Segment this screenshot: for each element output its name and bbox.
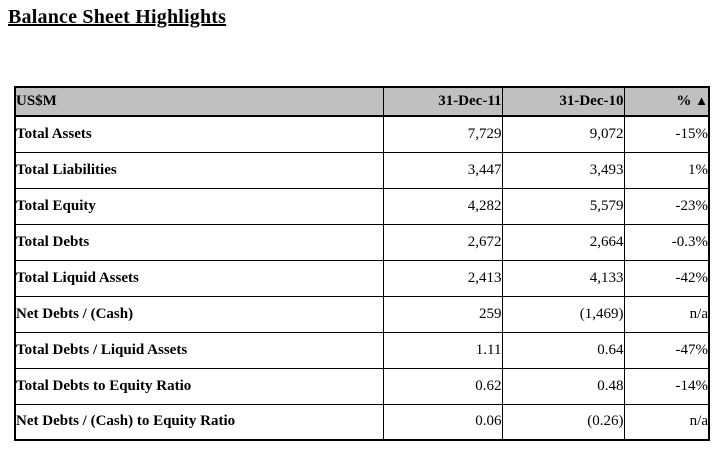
- header-date-2011: 31-Dec-11: [382, 86, 503, 117]
- row-label: Total Debts / Liquid Assets: [14, 331, 384, 369]
- row-label: Total Liabilities: [14, 151, 384, 189]
- balance-sheet-table: US$M 31-Dec-11 31-Dec-10 % ▲ Total Asset…: [14, 86, 710, 441]
- header-currency-unit: US$M: [14, 86, 384, 117]
- table-row: Total Liquid Assets 2,413 4,133 -42%: [14, 259, 710, 297]
- value-pct-change: -23%: [623, 187, 710, 225]
- table-row: Total Debts / Liquid Assets 1.11 0.64 -4…: [14, 331, 710, 369]
- row-label: Total Debts to Equity Ratio: [14, 367, 384, 405]
- value-dec-2010: (0.26): [501, 403, 625, 441]
- percent-sign: %: [676, 93, 692, 109]
- value-dec-2010: 0.64: [501, 331, 625, 369]
- row-label: Total Liquid Assets: [14, 259, 384, 297]
- value-pct-change: -15%: [623, 115, 710, 153]
- value-dec-2011: 2,413: [382, 259, 503, 297]
- row-label: Net Debts / (Cash): [14, 295, 384, 333]
- table-row: Total Assets 7,729 9,072 -15%: [14, 115, 710, 153]
- value-dec-2011: 4,282: [382, 187, 503, 225]
- table-header-row: US$M 31-Dec-11 31-Dec-10 % ▲: [14, 86, 710, 117]
- value-dec-2011: 1.11: [382, 331, 503, 369]
- value-pct-change: n/a: [623, 295, 710, 333]
- header-date-2010: 31-Dec-10: [501, 86, 625, 117]
- up-triangle-icon: ▲: [695, 93, 708, 108]
- table-row: Total Debts 2,672 2,664 -0.3%: [14, 223, 710, 261]
- value-dec-2010: 2,664: [501, 223, 625, 261]
- value-dec-2011: 3,447: [382, 151, 503, 189]
- value-pct-change: -0.3%: [623, 223, 710, 261]
- value-dec-2010: 9,072: [501, 115, 625, 153]
- row-label: Total Assets: [14, 115, 384, 153]
- value-pct-change: -42%: [623, 259, 710, 297]
- table-row: Total Liabilities 3,447 3,493 1%: [14, 151, 710, 189]
- value-dec-2011: 0.62: [382, 367, 503, 405]
- value-dec-2011: 7,729: [382, 115, 503, 153]
- row-label: Total Equity: [14, 187, 384, 225]
- value-dec-2010: 0.48: [501, 367, 625, 405]
- header-percent-change: % ▲: [623, 86, 710, 117]
- value-pct-change: -14%: [623, 367, 710, 405]
- value-dec-2010: 4,133: [501, 259, 625, 297]
- value-dec-2010: 5,579: [501, 187, 625, 225]
- value-pct-change: 1%: [623, 151, 710, 189]
- table-row: Net Debts / (Cash) to Equity Ratio 0.06 …: [14, 403, 710, 441]
- value-dec-2010: (1,469): [501, 295, 625, 333]
- table-row: Net Debts / (Cash) 259 (1,469) n/a: [14, 295, 710, 333]
- value-dec-2011: 2,672: [382, 223, 503, 261]
- value-dec-2010: 3,493: [501, 151, 625, 189]
- value-dec-2011: 259: [382, 295, 503, 333]
- row-label: Net Debts / (Cash) to Equity Ratio: [14, 403, 384, 441]
- value-dec-2011: 0.06: [382, 403, 503, 441]
- table-row: Total Debts to Equity Ratio 0.62 0.48 -1…: [14, 367, 710, 405]
- value-pct-change: n/a: [623, 403, 710, 441]
- page-title: Balance Sheet Highlights: [8, 6, 227, 28]
- row-label: Total Debts: [14, 223, 384, 261]
- table-row: Total Equity 4,282 5,579 -23%: [14, 187, 710, 225]
- value-pct-change: -47%: [623, 331, 710, 369]
